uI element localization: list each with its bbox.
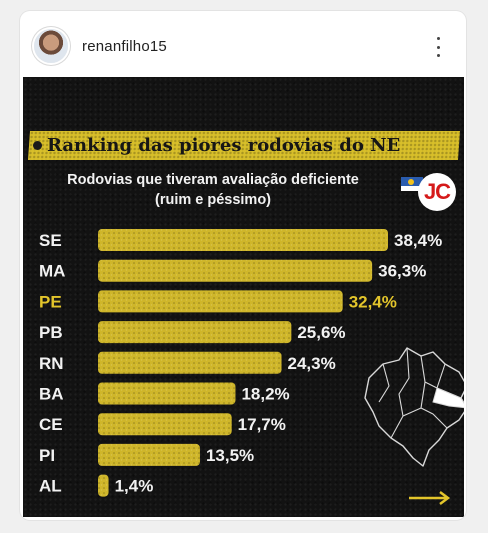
logo-text: JC (423, 179, 451, 204)
more-options-icon[interactable] (434, 37, 442, 57)
bullet-icon (33, 141, 42, 150)
value-label: 32,4% (349, 292, 397, 311)
category-label: RN (39, 354, 64, 373)
value-label: 25,6% (297, 323, 345, 342)
bar-texture (98, 229, 388, 251)
avatar[interactable] (34, 29, 68, 63)
category-label: PI (39, 446, 55, 465)
value-label: 36,3% (378, 262, 426, 281)
chart-subtitle: Rodovias que tiveram avaliação deficient… (67, 172, 359, 208)
value-label: 24,3% (288, 354, 336, 373)
username[interactable]: renanfilho15 (82, 38, 167, 55)
post-header: renanfilho15 (20, 11, 466, 77)
logo-circle: JC (418, 173, 456, 211)
jc-logo: JC (401, 171, 459, 211)
bar-texture (98, 321, 292, 344)
value-label: 18,2% (241, 385, 289, 404)
category-label: CE (39, 415, 63, 434)
chart-title: Ranking das piores rodovias do NE (47, 135, 401, 156)
bar-texture (98, 443, 200, 466)
arrow-right-icon[interactable] (407, 491, 455, 505)
value-label: 17,7% (238, 415, 286, 434)
bar-chart: SE 38,4% MA 36,3% PE 32,4% PB 25,6% RN 24,3% BA 18,… (39, 229, 442, 497)
value-label: 13,5% (206, 446, 254, 465)
bar-texture (98, 290, 343, 313)
category-label: MA (39, 262, 65, 281)
value-label: 1,4% (115, 477, 154, 496)
bar-texture (98, 351, 282, 374)
category-label: SE (39, 231, 62, 250)
category-label: AL (39, 477, 62, 496)
post-card: renanfilho15 Ranking das piores rodovias… (20, 11, 466, 520)
bar-texture (98, 474, 109, 497)
category-label: PB (39, 323, 63, 342)
bar-texture (98, 382, 236, 405)
value-label: 38,4% (394, 231, 442, 250)
post-image: Ranking das piores rodovias do NE Rodovi… (23, 77, 464, 517)
bar-texture (98, 413, 232, 436)
pernambuco-flag-icon (401, 177, 423, 191)
category-label: BA (39, 385, 64, 404)
northeast-map-icon (364, 347, 464, 467)
category-label: PE (39, 292, 62, 311)
bar-texture (98, 259, 373, 282)
